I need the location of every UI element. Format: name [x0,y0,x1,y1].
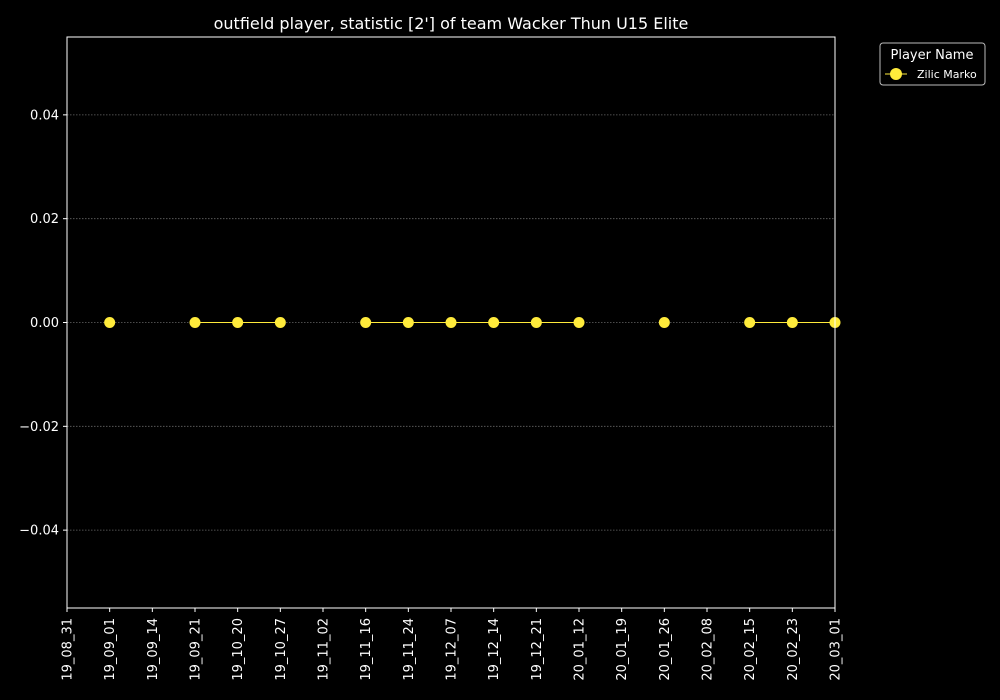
x-tick-label: 19_09_14 [146,618,161,681]
y-tick-label: −0.02 [19,420,59,435]
x-tick-label: 20_02_08 [701,618,716,681]
data-point [402,317,414,328]
data-point [360,317,372,328]
x-tick-label: 19_10_20 [231,618,246,681]
x-tick-label: 20_03_01 [829,618,844,681]
x-tick-label: 19_12_14 [487,618,502,681]
y-tick-label: 0.04 [30,108,59,123]
x-tick-label: 19_11_16 [359,618,374,681]
x-tick-label: 19_11_02 [317,618,332,681]
y-tick-label: 0.02 [30,212,59,227]
data-point [445,317,457,328]
x-tick-label: 19_09_01 [103,618,118,681]
x-tick-label: 19_12_21 [530,618,545,681]
data-point [189,317,201,328]
legend-entry-label: Zilic Marko [917,68,977,81]
data-point [488,317,500,328]
x-tick-label: 19_09_21 [189,618,204,681]
data-point [104,317,116,328]
x-tick-label: 20_02_15 [743,618,758,681]
y-tick-label: 0.00 [30,316,59,331]
series-layer [104,317,841,328]
y-tick-label: −0.04 [19,524,59,539]
x-tick-label: 20_01_26 [658,618,673,681]
x-tick-label: 19_12_07 [445,618,460,681]
x-tick-label: 20_01_19 [615,618,630,681]
data-point [786,317,798,328]
legend-marker [890,68,902,80]
legend: Player Name Zilic Marko [879,42,986,86]
data-point [573,317,585,328]
data-point [530,317,542,328]
data-point [274,317,286,328]
x-tick-label: 20_02_23 [786,618,801,681]
data-point [744,317,756,328]
x-tick-label: 20_01_12 [573,618,588,681]
data-point [232,317,244,328]
chart-title: outfield player, statistic [2'] of team … [214,14,689,33]
x-tick-label: 19_08_31 [61,618,76,681]
legend-title: Player Name [891,48,974,63]
data-point [658,317,670,328]
x-tick-label: 19_10_27 [274,618,289,681]
axes: −0.04 −0.02 0.00 0.02 0.04 19_08_31 19_09_01 19… [19,36,844,681]
x-tick-label: 19_11_24 [402,618,417,681]
